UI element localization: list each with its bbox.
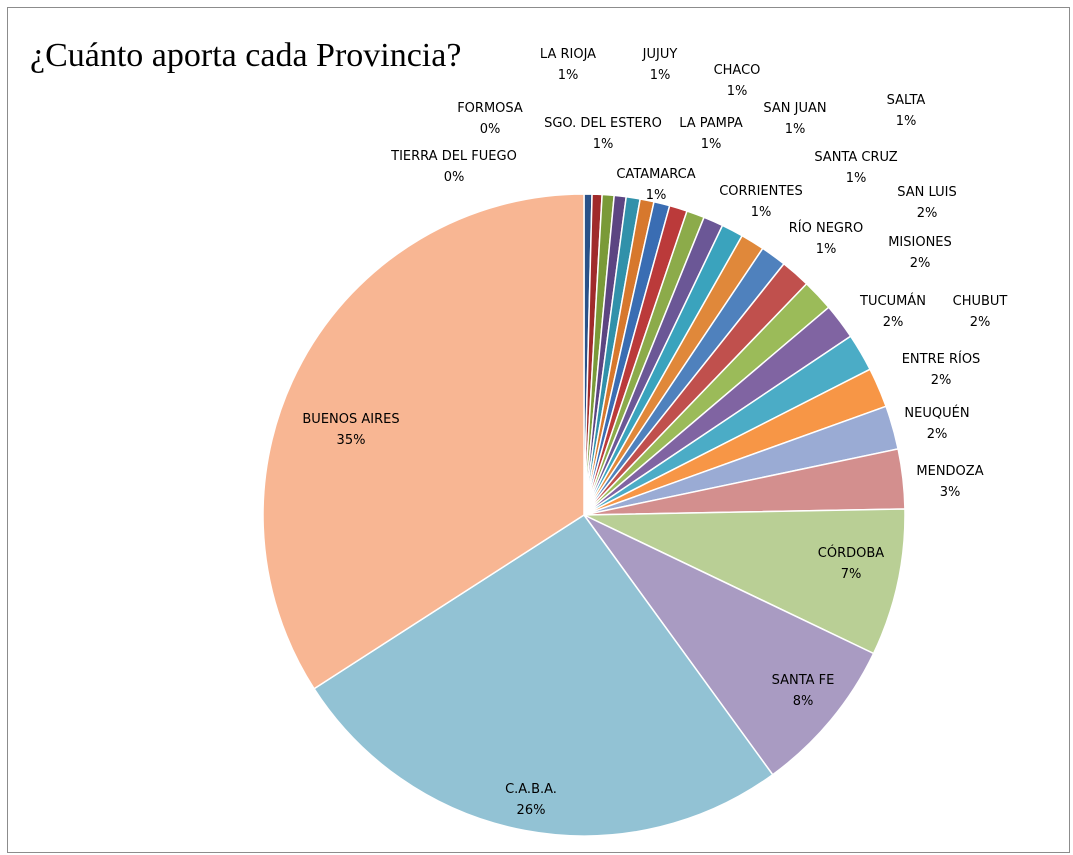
pie-label-name: SAN JUAN — [763, 101, 826, 116]
pie-label-la-rioja: LA RIOJA 1% — [540, 47, 596, 83]
pie-label-sgo-del-estero: SGO. DEL ESTERO 1% — [544, 116, 662, 152]
pie-label-percent: 1% — [727, 84, 748, 99]
pie-label-name: TUCUMÁN — [859, 293, 926, 309]
pie-label-name: MISIONES — [888, 235, 952, 250]
pie-label-percent: 2% — [910, 256, 931, 271]
chart-title: ¿Cuánto aporta cada Provincia? — [30, 37, 462, 74]
pie-label-formosa: FORMOSA 0% — [457, 101, 523, 137]
pie-label-percent: 7% — [841, 567, 862, 582]
pie-slice-c-a-b-a- — [313, 514, 774, 837]
pie-label-corrientes: CORRIENTES 1% — [719, 184, 803, 220]
pie-label-percent: 1% — [701, 137, 722, 152]
pie-label-name: SANTA FE — [772, 673, 835, 688]
pie-label-name: SANTA CRUZ — [814, 150, 897, 165]
pie-label-percent: 1% — [593, 137, 614, 152]
pie-slices — [262, 193, 906, 837]
pie-label-percent: 1% — [751, 205, 772, 220]
pie-label-name: BUENOS AIRES — [302, 412, 399, 427]
pie-label-chaco: CHACO 1% — [714, 63, 761, 99]
pie-label-la-pampa: LA PAMPA 1% — [679, 116, 743, 152]
pie-label-san-juan: SAN JUAN 1% — [763, 101, 826, 137]
pie-label-percent: 2% — [927, 427, 948, 442]
pie-label-mendoza: MENDOZA 3% — [916, 464, 983, 500]
pie-label-río-negro: RÍO NEGRO 1% — [789, 220, 864, 257]
pie-slice-santa-fe — [583, 514, 875, 776]
pie-label-percent: 1% — [650, 68, 671, 83]
pie-label-name: SAN LUIS — [897, 185, 956, 200]
pie-label-name: LA PAMPA — [679, 116, 743, 131]
pie-label-chubut: CHUBUT 2% — [953, 294, 1008, 330]
pie-label-córdoba: CÓRDOBA 7% — [818, 545, 885, 582]
pie-label-name: MENDOZA — [916, 464, 983, 479]
pie-label-name: ENTRE RÍOS — [902, 351, 981, 367]
pie-label-name: CHUBUT — [953, 294, 1008, 309]
pie-label-name: SALTA — [887, 93, 926, 108]
pie-label-misiones: MISIONES 2% — [888, 235, 952, 271]
pie-label-name: CATAMARCA — [616, 167, 695, 182]
pie-label-name: TIERRA DEL FUEGO — [390, 149, 517, 164]
pie-label-buenos-aires: BUENOS AIRES 35% — [302, 412, 399, 448]
pie-label-percent: 3% — [940, 485, 961, 500]
pie-label-percent: 2% — [883, 315, 904, 330]
pie-label-name: JUJUY — [642, 47, 678, 62]
pie-label-percent: 1% — [785, 122, 806, 137]
pie-label-percent: 2% — [917, 206, 938, 221]
pie-label-catamarca: CATAMARCA 1% — [616, 167, 695, 203]
pie-label-jujuy: JUJUY 1% — [642, 47, 678, 83]
pie-label-tucumán: TUCUMÁN 2% — [859, 293, 926, 330]
pie-labels: TIERRA DEL FUEGO 0%FORMOSA 0%LA RIOJA 1%SGO… — [302, 47, 1007, 818]
pie-label-name: SGO. DEL ESTERO — [544, 116, 662, 131]
pie-label-percent: 1% — [646, 188, 667, 203]
pie-label-name: NEUQUÉN — [904, 405, 969, 421]
pie-label-percent: 1% — [896, 114, 917, 129]
pie-label-percent: 1% — [846, 171, 867, 186]
pie-slice-buenos-aires — [262, 193, 585, 690]
pie-label-name: C.A.B.A. — [505, 782, 557, 797]
pie-label-name: CORRIENTES — [719, 184, 803, 199]
pie-label-name: CHACO — [714, 63, 761, 78]
pie-label-name: FORMOSA — [457, 101, 523, 116]
pie-label-name: LA RIOJA — [540, 47, 596, 62]
pie-label-percent: 1% — [816, 242, 837, 257]
pie-label-san-luis: SAN LUIS 2% — [897, 185, 956, 221]
pie-label-percent: 2% — [970, 315, 991, 330]
pie-label-name: CÓRDOBA — [818, 545, 885, 561]
pie-label-neuquén: NEUQUÉN 2% — [904, 405, 969, 442]
pie-label-c-a-b-a-: C.A.B.A. 26% — [505, 782, 557, 818]
pie-label-entre-ríos: ENTRE RÍOS 2% — [902, 351, 981, 388]
pie-label-name: RÍO NEGRO — [789, 220, 864, 236]
pie-label-percent: 0% — [444, 170, 465, 185]
pie-label-salta: SALTA 1% — [887, 93, 926, 129]
pie-label-percent: 8% — [793, 694, 814, 709]
pie-label-percent: 35% — [337, 433, 366, 448]
pie-label-percent: 1% — [558, 68, 579, 83]
pie-slice-córdoba — [583, 508, 906, 655]
pie-label-tierra-del-fuego: TIERRA DEL FUEGO 0% — [390, 149, 517, 185]
pie-label-percent: 26% — [517, 803, 546, 818]
pie-label-santa-cruz: SANTA CRUZ 1% — [814, 150, 897, 186]
pie-label-percent: 2% — [931, 373, 952, 388]
pie-label-percent: 0% — [480, 122, 501, 137]
pie-label-santa-fe: SANTA FE 8% — [772, 673, 835, 709]
